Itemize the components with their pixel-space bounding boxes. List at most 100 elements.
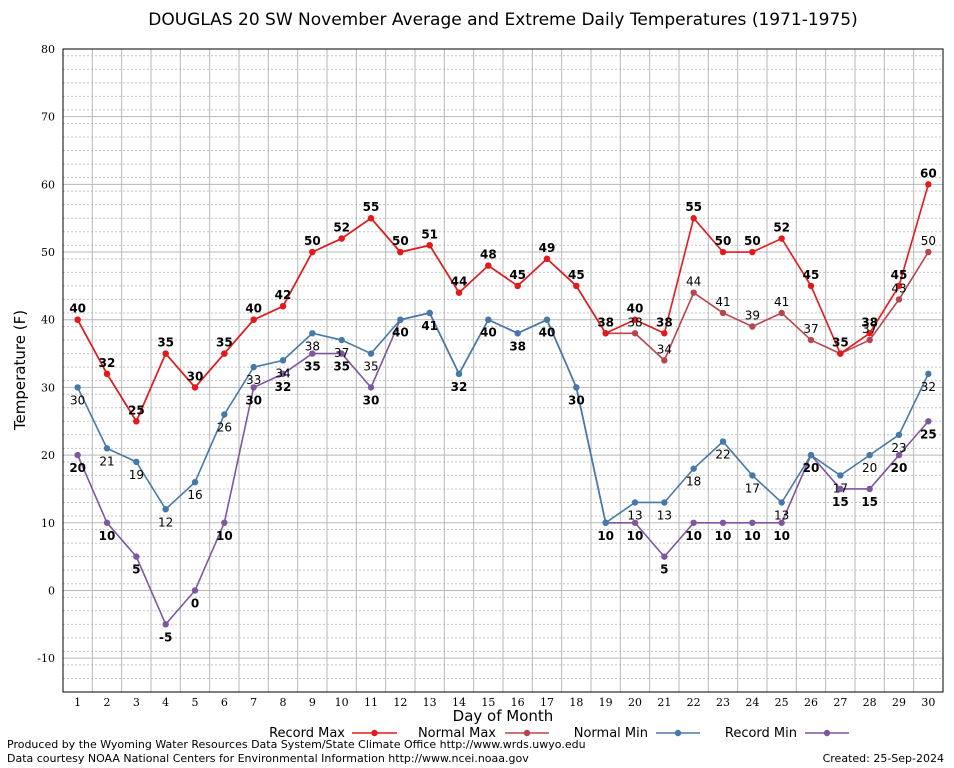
x-axis: 1 2 3 4 5 6 7 8 9 10 11 12 13 14 15 16 17 18 19 20 21 22 23 24 2… <box>74 696 935 709</box>
record-min-point <box>191 587 199 594</box>
record-max-point <box>455 289 463 296</box>
x-tick-label: 28 <box>863 696 877 709</box>
record-min-label: 38 <box>509 339 526 353</box>
normal-min-label: 21 <box>99 454 114 468</box>
normal-max-point <box>719 309 727 317</box>
record-min-point <box>895 451 903 459</box>
x-tick-label: 27 <box>833 696 847 709</box>
normal-min-point <box>602 519 609 526</box>
record-max-label: 52 <box>773 221 790 235</box>
record-max-point <box>573 282 580 290</box>
normal-min-label: 22 <box>715 448 730 462</box>
record-min-label: 40 <box>392 326 409 340</box>
normal-min-point <box>749 472 756 479</box>
record-max-point <box>162 350 169 357</box>
record-max-label: 25 <box>128 403 145 417</box>
record-min-point <box>133 553 140 560</box>
normal-max-point <box>778 309 785 317</box>
y-tick-label: 60 <box>41 178 55 191</box>
normal-min-point <box>162 506 169 513</box>
record-max-label: 38 <box>656 315 673 329</box>
normal-min-label: 37 <box>334 346 349 360</box>
record-min-label: 10 <box>627 529 644 543</box>
normal-min-point <box>221 411 228 418</box>
x-tick-label: 29 <box>892 696 906 709</box>
record-max-label: 49 <box>539 241 556 255</box>
record-min-label: 20 <box>803 461 820 475</box>
record-max-point <box>719 248 727 256</box>
x-tick-label: 16 <box>511 696 525 709</box>
record-min-label: 41 <box>421 319 438 333</box>
record-max-label: 42 <box>275 288 292 302</box>
record-min-point <box>338 350 345 357</box>
footer-created: Created: 25-Sep-2024 <box>822 752 944 765</box>
record-min-label: 40 <box>480 326 497 340</box>
normal-min-label: 13 <box>657 508 672 522</box>
record-max-label: 45 <box>568 268 585 282</box>
record-min-label: 20 <box>891 461 908 475</box>
record-max-label: 40 <box>627 302 644 316</box>
record-min-point <box>661 553 668 560</box>
x-tick-label: 25 <box>775 696 789 709</box>
record-max-point <box>221 350 228 357</box>
record-max-label: 40 <box>245 302 262 316</box>
record-min-label: 10 <box>715 529 732 543</box>
normal-min-label: 16 <box>187 488 202 502</box>
record-max-point <box>367 215 375 222</box>
record-max-label: 45 <box>803 268 820 282</box>
record-min-label: 10 <box>99 529 116 543</box>
x-tick-label: 8 <box>280 696 287 709</box>
record-max-label: 32 <box>99 356 116 370</box>
normal-max-label: 41 <box>715 295 730 309</box>
x-axis-label: Day of Month <box>453 707 554 725</box>
normal-max-point <box>631 330 639 337</box>
record-max-point <box>866 330 873 337</box>
x-tick-label: 3 <box>133 696 140 709</box>
record-max-label: 50 <box>304 234 321 248</box>
record-max-point <box>485 262 492 269</box>
legend-label-record-max: Record Max <box>269 726 345 741</box>
normal-min-label: 19 <box>129 468 144 482</box>
normal-min-point <box>455 370 463 378</box>
record-min-label: 10 <box>685 529 702 543</box>
record-max-label: 35 <box>832 336 849 350</box>
normal-min-point <box>485 316 492 323</box>
y-tick-label: 0 <box>48 584 55 597</box>
normal-min-point <box>925 370 932 378</box>
series-layer <box>74 181 932 628</box>
y-tick-label: 20 <box>41 449 55 462</box>
record-max-label: 40 <box>69 302 86 316</box>
record-max-label: 50 <box>744 234 761 248</box>
record-max-label: 35 <box>216 336 233 350</box>
normal-min-point <box>338 336 345 344</box>
x-tick-label: 6 <box>221 696 228 709</box>
normal-max-point <box>925 248 932 256</box>
record-max-point <box>749 248 756 256</box>
record-max-point <box>426 242 433 249</box>
x-tick-label: 11 <box>364 696 378 709</box>
y-axis-label: Temperature (F) <box>11 310 29 431</box>
normal-max-label: 50 <box>921 234 936 248</box>
record-min-label: 15 <box>832 495 849 509</box>
normal-min-point <box>895 431 903 438</box>
normal-max-point <box>749 323 756 330</box>
record-max-point <box>74 316 81 323</box>
y-tick-label: 40 <box>41 314 55 327</box>
normal-min-point <box>837 472 844 479</box>
normal-min-label: 23 <box>891 441 906 455</box>
x-tick-label: 18 <box>569 696 583 709</box>
record-min-label: 25 <box>920 427 937 441</box>
record-min-point <box>367 384 375 391</box>
x-tick-label: 26 <box>804 696 818 709</box>
record-min-point <box>837 485 844 493</box>
normal-min-point <box>250 363 257 371</box>
record-max-label: 50 <box>392 234 409 248</box>
x-tick-label: 23 <box>716 696 730 709</box>
x-tick-label: 1 <box>74 696 81 709</box>
normal-min-label: 34 <box>275 366 290 380</box>
normal-max-label: 37 <box>862 322 877 336</box>
normal-max-point <box>661 357 668 364</box>
normal-min-label: 38 <box>305 339 320 353</box>
normal-max-label: 38 <box>627 315 642 329</box>
